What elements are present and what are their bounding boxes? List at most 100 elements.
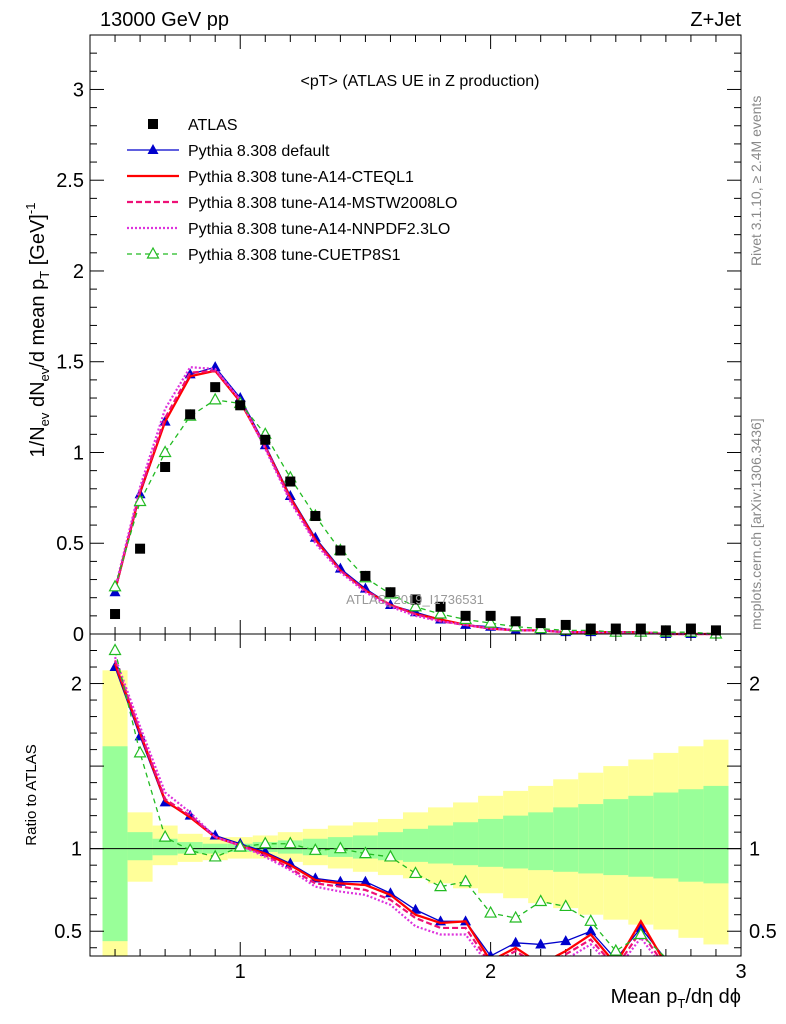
point-atlas [585, 623, 596, 634]
y-tick-label: 2 [73, 261, 84, 283]
ratio-point-default [560, 935, 572, 946]
point-atlas [660, 625, 671, 636]
legend-marker-cuetp [146, 246, 160, 259]
ratio-series-group [108, 643, 666, 956]
band-inner-bin [528, 812, 554, 871]
legend-label-default: Pythia 8.308 default [188, 143, 330, 160]
point-atlas [385, 587, 396, 598]
ratio-point-default [487, 950, 494, 956]
y-axis-label-ratio: Ratio to ATLAS [23, 744, 40, 845]
ratio-point-default [635, 921, 647, 932]
ratio-point-cuetp [283, 836, 297, 849]
point-atlas [710, 625, 721, 636]
y-tick-label: 1 [73, 442, 84, 464]
ratio-frame [89, 633, 742, 957]
ratio-point-cuetp [333, 841, 347, 854]
point-cuetp [208, 392, 222, 405]
band-inner-bin [578, 804, 604, 874]
ratio-point-default [510, 936, 522, 947]
ratio-point-cuetp [158, 829, 172, 842]
band-inner-bin [553, 807, 579, 872]
ratio-point-cuetp [233, 839, 247, 852]
point-atlas [335, 545, 346, 556]
point-atlas [135, 543, 146, 554]
legend-label-data: ATLAS [188, 117, 238, 134]
legend-marker-atlas [148, 119, 158, 129]
rivet-label: Rivet 3.1.10, ≥ 2.4M events [748, 96, 764, 266]
x-tick-label: 3 [735, 961, 746, 983]
ratio-point-default [535, 938, 547, 949]
ratio-point-cuetp [358, 846, 372, 859]
point-atlas [560, 619, 571, 630]
point-atlas [610, 623, 621, 634]
ratio-point-cuetp [534, 894, 548, 907]
ratio-y-tick-label: 0.5 [54, 921, 82, 943]
header-left: 13000 GeV pp [100, 9, 229, 31]
plot-title: <pT> (ATLAS UE in Z production) [301, 73, 540, 90]
legend-label-nnpdf: Pythia 8.308 tune-A14-NNPDF2.3LO [188, 221, 450, 238]
point-atlas [185, 409, 196, 420]
point-atlas [485, 610, 496, 621]
band-inner-bin [102, 746, 128, 942]
mcplots-label: mcplots.cern.ch [arXiv:1306.3436] [748, 418, 764, 630]
ratio-line-mstw [114, 660, 660, 956]
point-cuetp [408, 599, 423, 612]
y-tick-label: 1.5 [56, 352, 84, 374]
band-inner-bin [603, 799, 629, 876]
point-cuetp [108, 579, 122, 592]
point-atlas [310, 511, 321, 522]
point-atlas [160, 462, 171, 473]
ratio-y-tick-label-right: 0.5 [749, 921, 777, 943]
watermark: ATLAS_2019_I1736531 [346, 592, 484, 607]
band-inner-bin [653, 792, 679, 879]
ratio-point-cuetp [459, 874, 473, 887]
ratio-point-cuetp [133, 745, 147, 758]
point-cuetp [484, 615, 498, 628]
header-right: Z+Jet [690, 9, 741, 31]
band-inner-bin [152, 838, 178, 856]
band-inner-bin [428, 825, 454, 864]
ratio-point-cuetp [308, 843, 322, 855]
x-tick-label: 1 [235, 961, 246, 983]
band-inner-bin [678, 789, 704, 882]
ratio-point-cuetp [609, 943, 623, 956]
point-atlas [435, 601, 446, 612]
band-inner-bin [453, 822, 479, 866]
point-cuetp [158, 445, 172, 458]
ratio-point-cuetp [183, 843, 197, 855]
point-cuetp [133, 494, 147, 507]
point-atlas [360, 570, 371, 581]
ratio-point-cuetp [634, 927, 648, 940]
ratio-point-cuetp [559, 899, 573, 912]
ratio-point-cuetp [584, 914, 598, 926]
band-inner-bin [628, 795, 654, 877]
point-atlas [210, 382, 221, 393]
ratio-y-tick-label-right: 2 [749, 674, 760, 696]
band-inner-bin [402, 828, 429, 862]
ratio-point-default [585, 925, 597, 936]
band-inner-bin [703, 785, 729, 884]
point-atlas [285, 476, 296, 487]
main-plot: 0 0.5 1 1.5 2 2.5 3 [56, 34, 742, 646]
ratio-point-cuetp [108, 643, 122, 656]
point-atlas [410, 594, 421, 605]
ratio-uncertainty-bands [102, 670, 729, 956]
point-atlas [510, 616, 521, 627]
x-tick-label: 2 [485, 961, 496, 983]
ratio-y-tick-label-right: 1 [749, 839, 760, 861]
band-inner-bin [478, 818, 504, 867]
y-tick-label: 2.5 [56, 170, 84, 192]
ratio-y-tick-label: 2 [71, 674, 82, 696]
y-tick-label: 0.5 [56, 533, 84, 555]
ratio-point-cuetp [258, 836, 272, 849]
ratio-point-cuetp [434, 879, 448, 892]
band-inner-bin [127, 832, 153, 861]
y-axis-label-main: 1/Nev dNev/d mean pT [GeV]-1 [23, 203, 52, 458]
point-atlas [685, 623, 696, 634]
legend-label-cteql1: Pythia 8.308 tune-A14-CTEQL1 [188, 169, 414, 186]
ratio-point-cuetp [408, 866, 423, 879]
y-tick-label: 3 [73, 79, 84, 101]
ratio-point-default [359, 875, 371, 886]
band-inner-bin [503, 815, 529, 869]
